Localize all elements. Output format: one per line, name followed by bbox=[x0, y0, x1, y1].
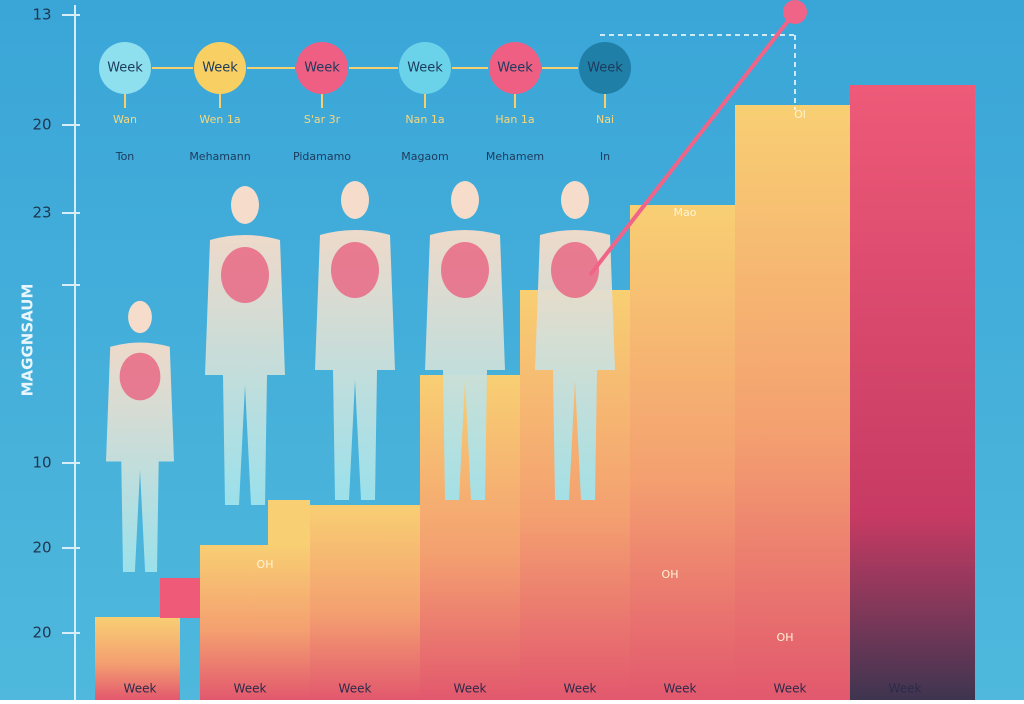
milestone-line2: Mehamem bbox=[486, 150, 544, 163]
bar-note: OH bbox=[257, 558, 274, 571]
bar bbox=[630, 205, 735, 700]
milestone-line1: Han 1a bbox=[495, 113, 534, 126]
milestone-line2: Mehamann bbox=[189, 150, 250, 163]
figure-lungs bbox=[441, 242, 489, 298]
milestone-badge bbox=[296, 42, 348, 94]
bar bbox=[735, 105, 850, 700]
figure-lungs bbox=[119, 352, 161, 401]
bar-label: Week bbox=[124, 682, 157, 696]
figure-body bbox=[106, 342, 174, 572]
trend-end bbox=[783, 0, 807, 24]
figure-head bbox=[128, 300, 152, 334]
milestone-badge bbox=[399, 42, 451, 94]
bar-note: Mao bbox=[674, 206, 697, 219]
bar-label: Week bbox=[889, 682, 922, 696]
bar-label: Week bbox=[564, 682, 597, 696]
milestone-badge bbox=[99, 42, 151, 94]
milestone-badge bbox=[579, 42, 631, 94]
bar-note: OH bbox=[662, 568, 679, 581]
milestone-badge-text: Week bbox=[304, 61, 340, 76]
milestone-badge-text: Week bbox=[497, 61, 533, 76]
milestone-badge bbox=[194, 42, 246, 94]
milestone-line2: Magaom bbox=[401, 150, 448, 163]
figure-lungs bbox=[331, 242, 379, 298]
bar-label: Week bbox=[774, 682, 807, 696]
bar-label: Week bbox=[234, 682, 267, 696]
figure-body bbox=[315, 230, 395, 500]
milestone-badge-text: Week bbox=[587, 61, 623, 76]
bar bbox=[310, 505, 420, 700]
bar bbox=[95, 617, 180, 700]
axis-label: 23 bbox=[32, 204, 51, 222]
milestone-badge-text: Week bbox=[407, 61, 443, 76]
axis-label: 10 bbox=[32, 454, 51, 472]
figure-body bbox=[205, 235, 285, 505]
bar-note: OH bbox=[777, 631, 794, 644]
figure-lungs bbox=[551, 242, 599, 298]
figure-head bbox=[451, 181, 479, 219]
figure-body bbox=[425, 230, 505, 500]
figure-head bbox=[231, 186, 259, 224]
bar-note: Ol bbox=[794, 108, 806, 121]
figure-head bbox=[561, 181, 589, 219]
figure-body bbox=[535, 230, 615, 500]
axis-label: 13 bbox=[32, 6, 51, 24]
milestone-line2: Pidamamo bbox=[293, 150, 351, 163]
milestone-line1: S'ar 3r bbox=[304, 113, 341, 126]
axis-label: 20 bbox=[32, 624, 51, 642]
axis-label: 20 bbox=[32, 116, 51, 134]
figure-head bbox=[341, 181, 369, 219]
milestone-line2: Ton bbox=[115, 150, 135, 163]
milestone-badge-text: Week bbox=[107, 61, 143, 76]
axis-title: MAGGNSAUM bbox=[19, 284, 37, 397]
figure-lungs bbox=[221, 247, 269, 303]
axis-label: 20 bbox=[32, 539, 51, 557]
bar bbox=[200, 545, 310, 700]
figures bbox=[106, 181, 615, 572]
milestone-badge bbox=[489, 42, 541, 94]
trend-arrow bbox=[588, 10, 797, 277]
milestone-line2: In bbox=[600, 150, 610, 163]
bar-label: Week bbox=[454, 682, 487, 696]
bar bbox=[160, 578, 200, 618]
bar bbox=[850, 85, 975, 700]
milestone-line1: Wan bbox=[113, 113, 137, 126]
milestone-line1: Nan 1a bbox=[405, 113, 444, 126]
milestone-line1: Wen 1a bbox=[199, 113, 240, 126]
milestone-line1: Nai bbox=[596, 113, 614, 126]
milestone-badge-text: Week bbox=[202, 61, 238, 76]
bar-label: Week bbox=[664, 682, 697, 696]
bar-label: Week bbox=[339, 682, 372, 696]
bar bbox=[268, 500, 310, 545]
